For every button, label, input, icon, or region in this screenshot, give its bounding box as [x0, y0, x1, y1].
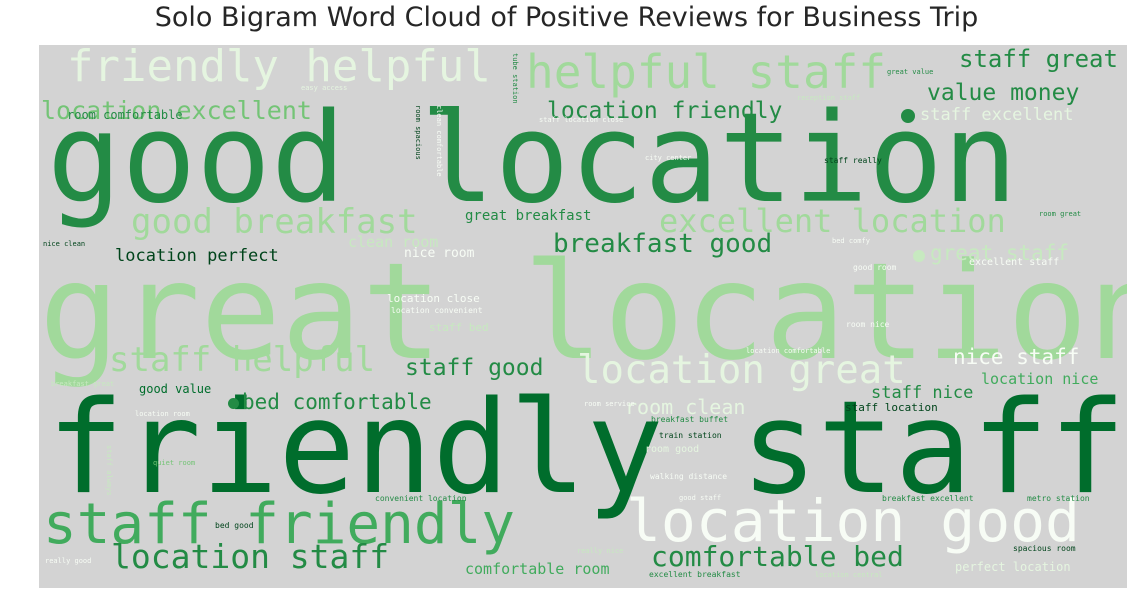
word-clean-comfortable: clean comfortable [435, 105, 443, 177]
word-good-room: good room [853, 263, 897, 272]
word-nice-clean: nice clean [43, 240, 86, 248]
word-good-staff: good staff [679, 494, 722, 502]
word-friendly-helpful: friendly helpful [67, 45, 491, 92]
word-spacious-room: spacious room [1013, 544, 1076, 553]
word-breakfast-great: breakfast great [51, 380, 115, 388]
word-reception-staff: reception staff [797, 94, 861, 102]
word-location-close: location close [387, 292, 480, 305]
word-city-center: city center [645, 154, 692, 162]
word-breakfast-good: breakfast good [553, 229, 773, 259]
decorative-dot [901, 109, 915, 123]
word-staff-friendly: staff friendly [43, 492, 516, 557]
word-room-clean: room clean [625, 395, 746, 419]
word-walking-distance: walking distance [650, 472, 728, 481]
word-bed-comfortable: bed comfortable [242, 390, 432, 414]
word-cloud: friendly staff great location good locatio… [39, 45, 1127, 588]
word-room-good: room good [645, 444, 700, 455]
word-staff-really: staff really [824, 156, 882, 165]
word-really-nice: really nice [577, 547, 624, 555]
word-clean-room: clean room [348, 233, 439, 251]
word-location-great: location great [577, 348, 906, 393]
word-helpful-staff: helpful staff [526, 45, 887, 99]
word-bed-comfy: bed comfy [832, 237, 870, 245]
chart-title: Solo Bigram Word Cloud of Positive Revie… [154, 2, 979, 33]
word-easy-access: easy access [301, 84, 348, 92]
word-staff-always: staff always [105, 445, 113, 496]
word-value-money: value money [927, 80, 1080, 106]
word-location-convenient: location convenient [391, 306, 483, 315]
word-nice-staff: nice staff [953, 345, 1080, 369]
word-staff-nice: staff nice [871, 383, 974, 403]
word-bed-good: bed good [215, 521, 254, 530]
word-location-good: location good [626, 487, 1080, 555]
word-great-location: great location [39, 234, 1127, 390]
word-location-friendly: location friendly [547, 98, 783, 124]
word-train-station: train station [659, 431, 722, 440]
word-excellent-location: excellent location [659, 202, 1006, 240]
word-room-nice: room nice [846, 320, 890, 329]
word-location-staff: location staff [111, 537, 390, 576]
word-room-spacious: room spacious [414, 105, 422, 160]
word-metro-station: metro station [1027, 494, 1090, 503]
word-room-great: room great [1039, 210, 1082, 218]
word-room-comfortable: room comfortable [67, 108, 183, 122]
word-location-comfortable: location comfortable [746, 347, 831, 355]
word-tube-station: tube station [511, 53, 519, 104]
word-staff-location: staff location [845, 401, 938, 414]
word-breakfast-buffet: breakfast buffet [651, 415, 729, 424]
word-location-excellent: location excellent [41, 96, 312, 125]
word-location-room: location room [135, 410, 190, 418]
word-location-nice: location nice [981, 370, 1099, 388]
word-good-location: good location [47, 87, 1018, 231]
word-great-staff: great staff [930, 241, 1070, 265]
word-comfortable-room: comfortable room [465, 560, 610, 578]
word-nice-room: nice room [404, 246, 475, 261]
word-location-perfect: location perfect [115, 246, 279, 266]
word-staff-helpful: staff helpful [109, 340, 376, 380]
word-staff-location-close: staff location close [539, 116, 624, 124]
word-location-central: location central [815, 571, 883, 579]
word-convenient-location: convenient location [375, 494, 467, 503]
word-excellent-staff: excellent staff [969, 257, 1060, 268]
word-good-breakfast: good breakfast [131, 202, 418, 242]
decorative-dot [913, 250, 925, 262]
word-great-value: great value [887, 68, 934, 76]
word-quiet-room: quiet room [153, 459, 196, 467]
word-room-service: room service [584, 400, 635, 408]
word-staff-great: staff great [959, 45, 1118, 73]
word-breakfast-excellent: breakfast excellent [882, 494, 974, 503]
word-staff-excellent: staff excellent [920, 105, 1074, 125]
word-really-good: really good [45, 557, 92, 565]
word-friendly-staff: friendly staff [47, 374, 1126, 523]
word-staff-bed: staff bed [429, 321, 489, 334]
word-excellent-breakfast: excellent breakfast [649, 570, 741, 579]
word-staff-good: staff good [405, 355, 544, 381]
decorative-dot [228, 398, 239, 409]
word-comfortable-bed: comfortable bed [651, 540, 904, 573]
word-good-value: good value [139, 382, 212, 396]
word-perfect-location: perfect location [955, 560, 1071, 574]
word-great-breakfast: great breakfast [465, 208, 592, 224]
